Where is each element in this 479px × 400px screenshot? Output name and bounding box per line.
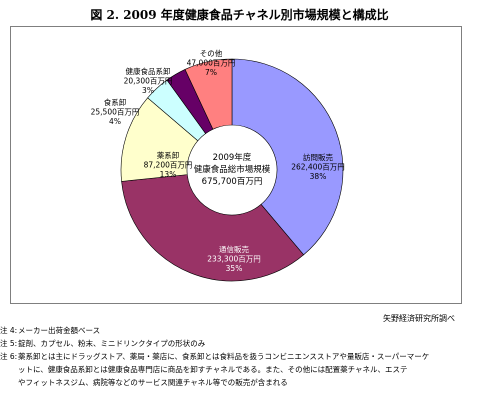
note-tag: 注 5: bbox=[0, 339, 18, 348]
note-text: 錠剤、カプセル、粉末、ミニドリンクタイプの形状のみ bbox=[18, 339, 206, 348]
note-5: 注 5: 錠剤、カプセル、粉末、ミニドリンクタイプの形状のみ bbox=[0, 337, 479, 350]
slice-label-percent: 38% bbox=[310, 172, 327, 181]
slice-label-name: 訪問販売 bbox=[303, 152, 333, 162]
slice-label-name: 通信販売 bbox=[219, 244, 249, 254]
note-tag: 注 6: bbox=[0, 352, 18, 361]
slice-label-name: 健康食品系卸 bbox=[126, 66, 171, 76]
donut-slices bbox=[120, 58, 344, 282]
slice-1 bbox=[121, 174, 305, 282]
note-4: 注 4: メーカー出荷金額ベース bbox=[0, 324, 479, 337]
slice-label-percent: 13% bbox=[160, 170, 177, 179]
note-6-continued: ットに、健康食品系卸とは健康食品専門店に商品を卸すチャネルである。また、その他に… bbox=[18, 365, 408, 374]
note-text: メーカー出荷金額ベース bbox=[18, 326, 101, 335]
slice-label-percent: 35% bbox=[226, 264, 243, 273]
chart-frame bbox=[10, 26, 462, 304]
slice-label-value: 233,300百万円 bbox=[207, 255, 261, 264]
center-label-line: 675,700百万円 bbox=[202, 177, 263, 187]
slice-label-value: 25,500百万円 bbox=[91, 108, 140, 117]
slice-label-name: 薬系卸 bbox=[157, 150, 180, 160]
note-tag: 注 4: bbox=[0, 326, 18, 335]
slice-label-value: 20,300百万円 bbox=[124, 77, 173, 86]
notes-section: 注 4: メーカー出荷金額ベース 注 5: 錠剤、カプセル、粉末、ミニドリンクタ… bbox=[0, 324, 479, 389]
slice-label-percent: 3% bbox=[142, 86, 154, 95]
slice-label-percent: 4% bbox=[109, 117, 121, 126]
slice-label-percent: 7% bbox=[205, 68, 217, 77]
note-6: 注 6: 薬系卸とは主にドラッグストア、薬局・薬店に、食系卸とは食料品を扱うコン… bbox=[0, 350, 479, 363]
note-text: 薬系卸とは主にドラッグストア、薬局・薬店に、食系卸とは食料品を扱うコンビニエンス… bbox=[18, 352, 430, 361]
note-6-continued: やフィットネスジム、病院等などのサービス関連チャネル等での販売が含まれる bbox=[18, 378, 288, 387]
slice-5 bbox=[184, 58, 233, 130]
chart-title: 図 2. 2009 年度健康食品チャネル別市場規模と構成比 bbox=[90, 8, 389, 22]
slice-label-value: 47,000百万円 bbox=[187, 59, 236, 68]
slice-label-value: 262,400百万円 bbox=[291, 163, 345, 172]
center-label-line: 2009年度 bbox=[213, 152, 252, 163]
center-label-line: 健康食品総市場規模 bbox=[194, 164, 271, 175]
slice-label-name: 食系卸 bbox=[104, 97, 127, 107]
slice-0 bbox=[231, 58, 344, 256]
slice-label-value: 87,200百万円 bbox=[144, 161, 193, 170]
slice-label-name: その他 bbox=[200, 48, 223, 58]
source-credit: 矢野経済研究所調べ bbox=[383, 314, 455, 323]
